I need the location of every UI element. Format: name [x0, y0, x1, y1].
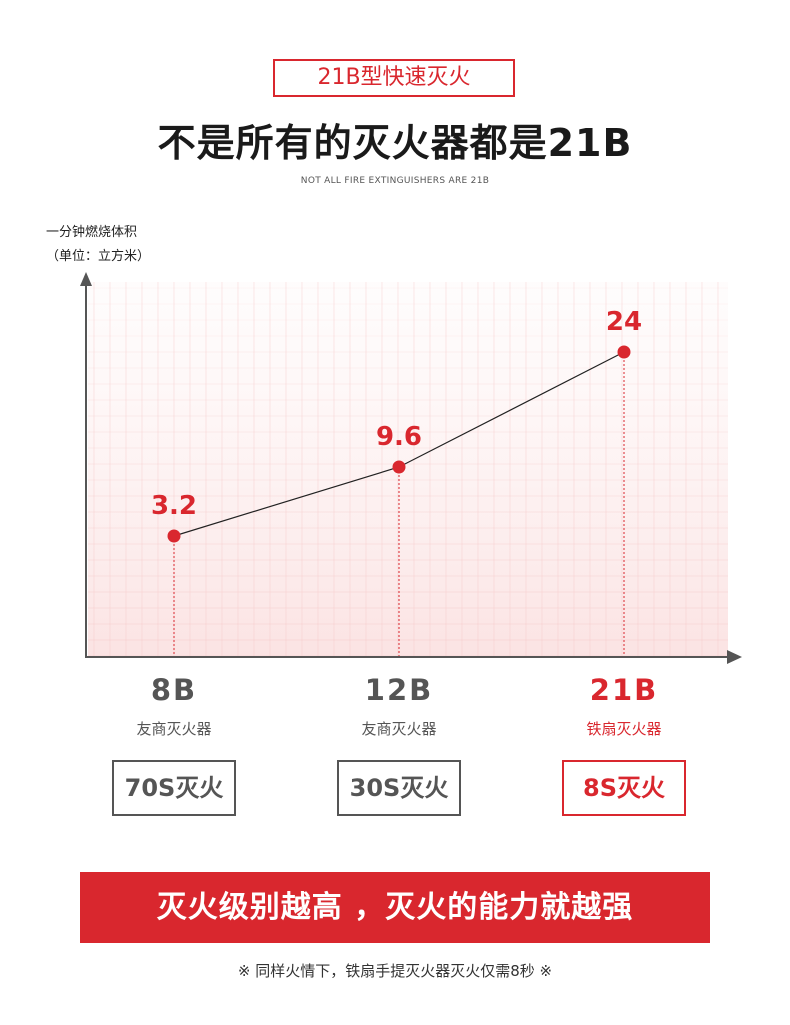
page-title: 不是所有的灭火器都是21B: [157, 121, 633, 165]
extinguish-time-box: 8S灭火: [562, 760, 686, 816]
y-axis-arrow: [80, 272, 92, 286]
data-point: [392, 460, 406, 474]
chart-yunit: （单位：立方米）: [46, 249, 151, 264]
category-label: 12B: [364, 673, 434, 707]
footnote: ※ 同样火情下，铁扇手提灭火器灭火仅需8秒 ※: [237, 962, 553, 980]
line-chart: 3.2 9.6 24: [80, 272, 742, 664]
chart-ylabel: 一分钟燃烧体积: [46, 225, 138, 240]
page-subtitle: NOT ALL FIRE EXTINGUISHERS ARE 21B: [300, 176, 490, 186]
extinguish-time-box: 70S灭火: [112, 760, 236, 816]
extinguish-time-box: 30S灭火: [337, 760, 461, 816]
chart-drop-lines: [173, 352, 625, 656]
chart-value-labels: 3.2 9.6 24: [151, 307, 642, 521]
brand-label: 友商灭火器: [136, 720, 212, 738]
chart-grid-background: [88, 282, 728, 656]
summary-banner: 灭火级别越高 ，灭火的能力就越强: [80, 872, 710, 943]
data-point: [167, 529, 181, 543]
brand-label: 友商灭火器: [361, 720, 437, 738]
category-label: 21B: [589, 673, 659, 707]
data-label: 24: [606, 307, 642, 337]
data-point: [617, 345, 631, 359]
x-axis-arrow: [727, 650, 742, 664]
brand-label: 铁扇灭火器: [586, 720, 662, 738]
header-tag: 21B型快速灭火: [273, 59, 515, 97]
data-label: 3.2: [151, 491, 197, 521]
data-label: 9.6: [376, 422, 422, 452]
category-label: 8B: [150, 673, 198, 707]
chart-points: [167, 345, 631, 543]
